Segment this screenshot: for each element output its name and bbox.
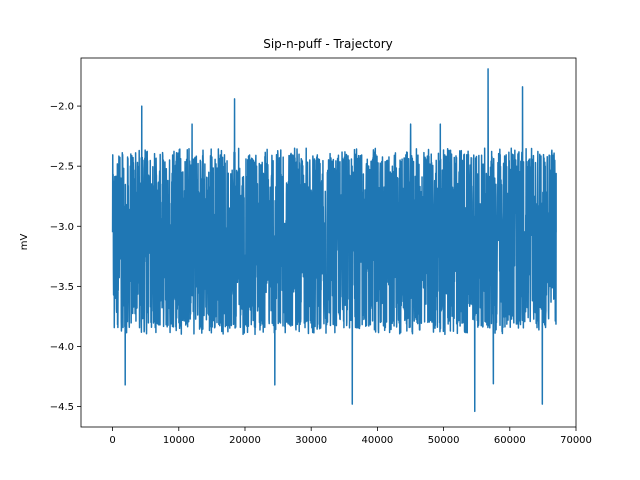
x-tick-label: 30000 bbox=[295, 435, 327, 446]
x-tick-label: 50000 bbox=[428, 435, 460, 446]
y-tick-label: −2.0 bbox=[50, 102, 74, 113]
y-tick-label: −4.5 bbox=[50, 402, 74, 413]
y-tick-label: −4.0 bbox=[50, 342, 74, 353]
y-tick-label: −2.5 bbox=[50, 162, 74, 173]
y-tick-label: −3.0 bbox=[50, 222, 74, 233]
x-tick-label: 70000 bbox=[560, 435, 592, 446]
y-axis-label: mV bbox=[19, 234, 30, 251]
x-tick-label: 0 bbox=[109, 435, 115, 446]
trajectory-line bbox=[111, 68, 557, 413]
x-tick-label: 60000 bbox=[494, 435, 526, 446]
plot-area bbox=[80, 57, 577, 428]
x-axis: 0 10000 20000 30000 40000 50000 60000 70000 bbox=[109, 427, 592, 446]
y-axis: −2.0 −2.5 −3.0 −3.5 −4.0 −4.5 bbox=[50, 102, 81, 413]
x-tick-label: 40000 bbox=[361, 435, 393, 446]
chart-title: Sip-n-puff - Trajectory bbox=[263, 37, 393, 51]
x-tick-label: 10000 bbox=[163, 435, 195, 446]
axes-frame bbox=[80, 57, 577, 428]
series-line bbox=[111, 68, 557, 413]
y-tick-label: −3.5 bbox=[50, 282, 74, 293]
x-tick-label: 20000 bbox=[229, 435, 261, 446]
